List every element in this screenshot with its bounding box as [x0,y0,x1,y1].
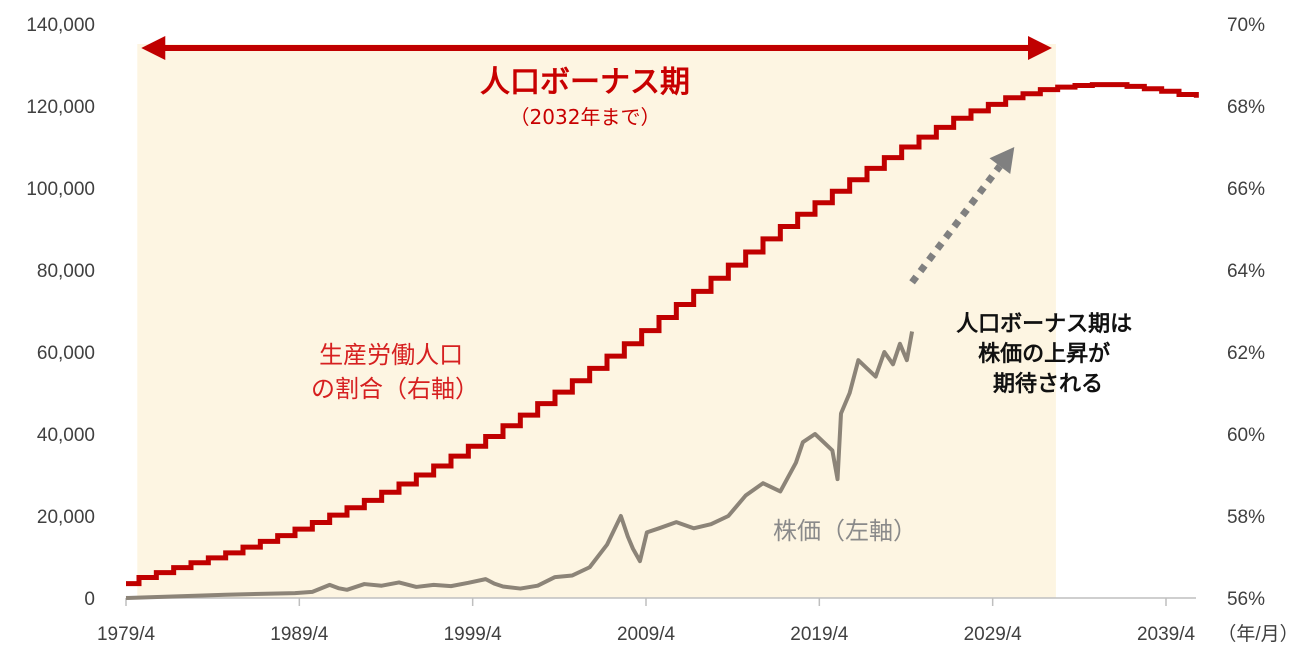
bonus-period-sublabel: （2032年まで） [510,105,661,129]
series-label-stock-price: 株価（左軸） [773,517,917,545]
x-axis-tick-label: 2039/4 [1137,624,1196,645]
left-axis-tick-label: 80,000 [37,261,95,282]
bonus-period-highlight [137,44,1056,598]
left-axis-tick-label: 20,000 [37,507,95,528]
right-axis-tick-label: 60% [1227,425,1265,446]
right-axis-tick-label: 64% [1227,261,1265,282]
series-label-population-ratio: 生産労働人口 の割合（右軸） [311,341,479,403]
series-label-population-ratio-line2: の割合（右軸） [311,375,479,403]
right-axis-tick-label: 68% [1227,97,1265,118]
x-axis-tick-label: 1979/4 [97,624,156,645]
expectation-arrow [909,164,1003,285]
right-axis-tick-label: 56% [1227,589,1265,610]
series-label-population-ratio-line1: 生産労働人口 [319,341,463,369]
right-axis-ticks: 56% 58% 60% 62% 64% 66% 68% 70% [1227,15,1265,610]
left-axis-tick-label: 140,000 [26,15,95,36]
left-axis-tick-label: 60,000 [37,343,95,364]
left-axis-tick-label: 120,000 [26,97,95,118]
right-axis-tick-label: 62% [1227,343,1265,364]
x-axis-tick-label: 2009/4 [617,624,676,645]
left-axis-tick-label: 0 [84,589,95,610]
expectation-note-line1: 人口ボーナス期は [956,312,1132,337]
x-axis-tick-label: 1989/4 [270,624,329,645]
expectation-note-line3: 期待される [993,371,1103,397]
right-axis-tick-label: 70% [1227,15,1265,36]
expectation-arrow-head [989,147,1015,174]
series-line-population-ratio [126,82,1199,587]
x-axis-ticks: 1979/4 1989/4 1999/4 2009/4 2019/4 2029/4 2039… [97,598,1196,645]
expectation-note: 人口ボーナス期は 株価の上昇が 期待される [956,312,1140,397]
x-axis-tick-label: 2029/4 [964,624,1023,645]
x-axis-tick-label: 1999/4 [444,624,503,645]
x-axis-tick-label: 2019/4 [790,624,849,645]
left-axis-tick-label: 100,000 [26,179,95,200]
left-axis-tick-label: 40,000 [37,425,95,446]
series-line-stock-price [125,331,915,600]
bonus-period-title: 人口ボーナス期 [480,65,690,100]
left-axis-ticks: 0 20,000 40,000 60,000 80,000 100,000 120,000 1… [26,15,95,610]
expectation-note-line2: 株価の上昇が [978,341,1110,367]
x-axis-unit-label: （年/月） [1217,623,1298,645]
right-axis-tick-label: 58% [1227,507,1265,528]
right-axis-tick-label: 66% [1227,179,1265,200]
